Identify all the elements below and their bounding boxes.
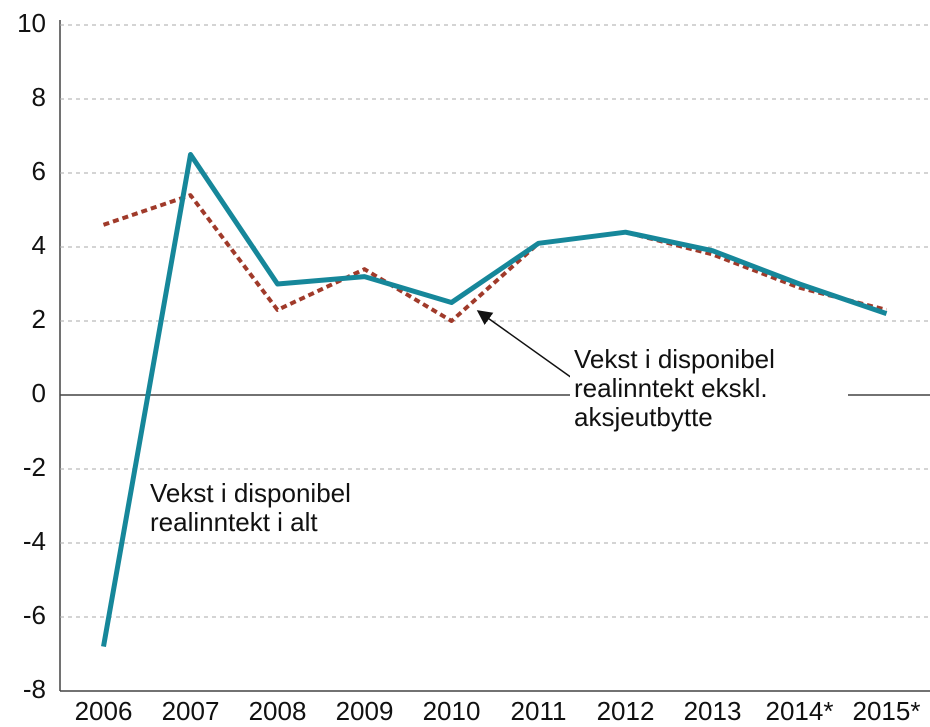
y-tick-label: -6: [23, 600, 46, 630]
x-tick-label: 2008: [249, 696, 307, 726]
x-tick-label: 2006: [75, 696, 133, 726]
y-tick-label: 4: [32, 230, 46, 260]
x-tick-label: 2015*: [853, 696, 921, 726]
x-tick-label: 2007: [162, 696, 220, 726]
x-tick-label: 2013: [684, 696, 742, 726]
y-tick-label: 10: [17, 8, 46, 38]
x-tick-label: 2009: [336, 696, 394, 726]
y-tick-label: -4: [23, 526, 46, 556]
grid: [60, 24, 930, 692]
y-tick-label: 0: [32, 378, 46, 408]
y-tick-label: 6: [32, 156, 46, 186]
y-tick-label: 8: [32, 82, 46, 112]
series-label: Vekst i disponibel realinntekt ekskl. ak…: [570, 345, 848, 432]
x-tick-label: 2014*: [766, 696, 834, 726]
x-tick-label: 2012: [597, 696, 655, 726]
y-tick-label: -2: [23, 452, 46, 482]
annotation-arrow: [476, 310, 573, 379]
y-tick-label: 2: [32, 304, 46, 334]
x-tick-label: 2011: [511, 696, 567, 726]
series-line: [101, 152, 888, 648]
y-tick-label: -8: [23, 674, 46, 704]
series-label: Vekst i disponibel realinntekt i alt: [146, 479, 444, 537]
series-line: [102, 193, 887, 323]
x-tick-label: 2010: [423, 696, 481, 726]
